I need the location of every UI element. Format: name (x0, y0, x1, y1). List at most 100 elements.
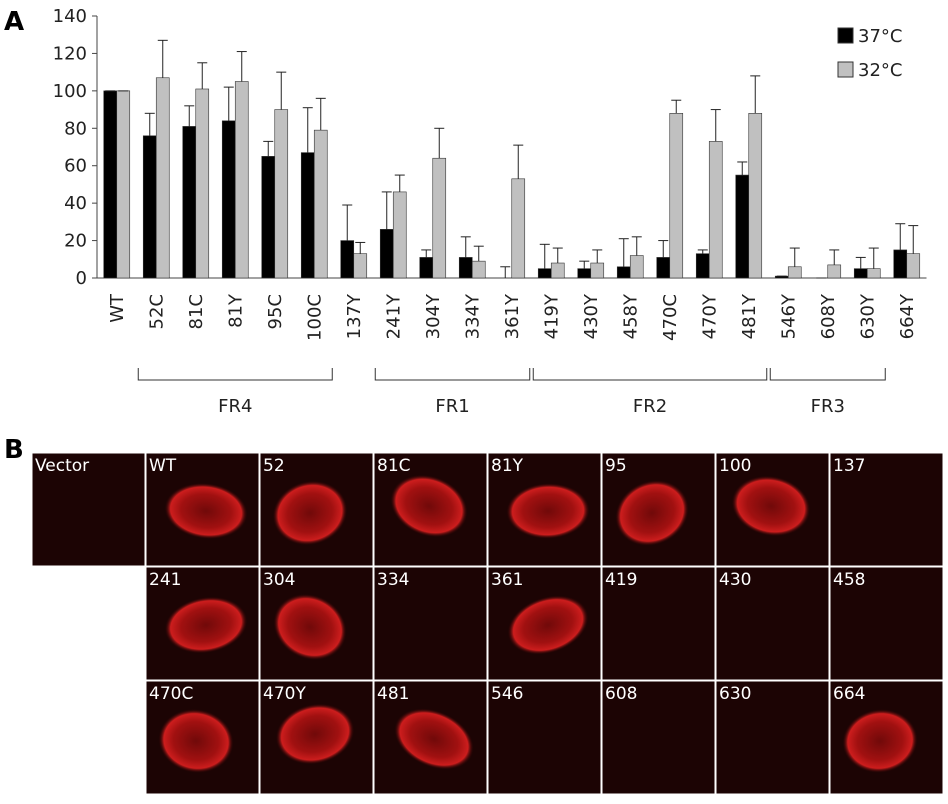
error-bar (276, 71, 287, 110)
bar (893, 249, 908, 279)
image-label: 458 (833, 570, 865, 590)
bar (142, 135, 157, 279)
x-tick-label: 481Y (739, 293, 760, 339)
error-bar (315, 97, 326, 131)
image-label: 481 (377, 684, 409, 704)
y-tick-label: 40 (64, 193, 87, 214)
panel-label: B (4, 435, 24, 465)
group-label: FR3 (811, 396, 845, 417)
error-bar (737, 161, 748, 176)
error-bar (750, 75, 761, 114)
error-bar (157, 39, 168, 78)
image-label: 470Y (263, 684, 306, 704)
image-label: 630 (719, 684, 751, 704)
error-bar (434, 127, 445, 159)
bar (458, 257, 473, 279)
bar (827, 264, 842, 279)
error-bar (460, 236, 471, 258)
image-label: 81C (377, 456, 411, 476)
x-tick-label: 100C (304, 294, 325, 341)
error-bar (697, 249, 708, 254)
error-bar (421, 249, 432, 258)
y-tick-label: 100 (53, 81, 87, 102)
image-label: Vector (35, 456, 89, 476)
image-label: 608 (605, 684, 637, 704)
cell-stain (731, 475, 811, 537)
bar (906, 253, 921, 279)
bar (616, 266, 631, 279)
cell-stain (273, 593, 347, 661)
cell-stain (393, 708, 475, 770)
y-tick-label: 120 (53, 43, 87, 64)
x-tick-label: 361Y (502, 293, 523, 339)
bar (537, 268, 552, 279)
y-tick-label: 0 (76, 268, 87, 289)
x-tick-label: 241Y (383, 293, 404, 339)
y-tick-label: 140 (53, 6, 87, 27)
bar (274, 109, 289, 279)
x-tick-label: WT (107, 293, 128, 323)
cell-stain (158, 708, 234, 774)
error-bar (144, 112, 155, 136)
x-tick-label: 664Y (897, 293, 918, 339)
y-tick-label: 80 (64, 118, 87, 139)
cell-stain (390, 474, 468, 538)
x-tick-label: 334Y (462, 293, 483, 339)
error-bar (710, 109, 721, 142)
image-label: 95 (605, 456, 627, 476)
error-bar (223, 86, 234, 121)
bar (234, 81, 249, 279)
image-label: 664 (833, 684, 865, 704)
error-bar (513, 144, 524, 179)
micrograph (601, 566, 716, 681)
error-bar (184, 105, 195, 127)
micrograph (715, 680, 830, 795)
error-bar (789, 247, 800, 267)
bar (261, 156, 276, 279)
bar (221, 120, 236, 279)
micrograph (829, 452, 944, 567)
bar (340, 240, 355, 279)
bar (432, 157, 447, 279)
bar (550, 262, 565, 279)
x-tick-label: 52C (146, 294, 167, 329)
image-label: 334 (377, 570, 409, 590)
x-tick-label: 458Y (620, 293, 641, 339)
bar (116, 90, 131, 279)
error-bar (342, 204, 353, 241)
cell-stain (272, 480, 348, 546)
error-bar (868, 247, 879, 269)
bar (300, 152, 315, 279)
bar (866, 268, 881, 279)
group-label: FR2 (633, 396, 667, 417)
micrograph (487, 680, 602, 795)
group-bracket (769, 368, 886, 381)
image-label: 241 (149, 570, 181, 590)
error-bar (394, 174, 405, 192)
bar (590, 262, 605, 279)
bar (155, 77, 170, 279)
x-tick-label: 419Y (541, 293, 562, 339)
image-label: 52 (263, 456, 285, 476)
bar (629, 255, 644, 279)
micrograph (373, 566, 488, 681)
legend-swatch (837, 61, 854, 78)
group-label: FR4 (218, 396, 252, 417)
error-bar (381, 191, 392, 230)
legend-swatch (837, 27, 854, 44)
image-label: 137 (833, 456, 865, 476)
bar (392, 191, 407, 279)
x-tick-label: 137Y (344, 293, 365, 339)
image-label: 81Y (491, 456, 524, 476)
error-bar (658, 240, 669, 258)
group-label: FR1 (435, 396, 469, 417)
x-tick-label: 630Y (857, 293, 878, 339)
error-bar (236, 51, 247, 82)
error-bar (579, 260, 590, 269)
bar (379, 229, 394, 279)
bar (708, 141, 723, 279)
bar (182, 126, 197, 279)
x-tick-label: 81C (186, 294, 207, 329)
bar (313, 129, 328, 279)
bar (471, 260, 486, 279)
